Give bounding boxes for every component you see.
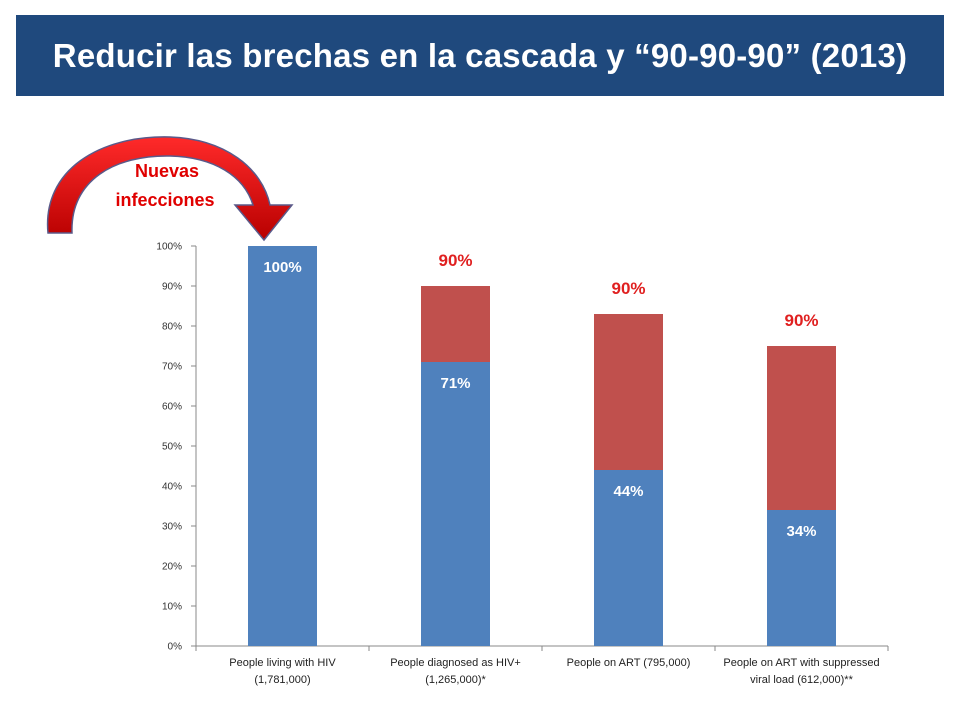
arrow-label-line2: infecciones	[115, 190, 214, 210]
y-tick-label: 100%	[156, 242, 182, 253]
chart-bars	[248, 246, 836, 646]
y-tick-label: 70%	[162, 362, 182, 373]
bar-value-label: 100%	[263, 259, 301, 276]
bar-segment-red	[421, 286, 490, 362]
bar-segment-blue	[767, 510, 836, 646]
chart-labels: 100% People living with HIV (1,781,000) 71%…	[229, 251, 879, 686]
bar-value-label: 34%	[786, 523, 816, 540]
y-tick-label: 30%	[162, 522, 182, 533]
x-category-label: People living with HIV	[229, 657, 336, 669]
bar-segment-blue	[421, 362, 490, 646]
bar-target-label: 90%	[784, 311, 818, 330]
bar-value-label: 44%	[613, 483, 643, 500]
y-tick-label: 60%	[162, 402, 182, 413]
y-tick-label: 20%	[162, 562, 182, 573]
x-category-label: People on ART (795,000)	[567, 657, 691, 669]
y-tick-label: 40%	[162, 482, 182, 493]
bar-target-label: 90%	[611, 279, 645, 298]
bar-segment-blue	[248, 246, 317, 646]
bar-segment-red	[594, 314, 663, 470]
bar-segment-red	[767, 346, 836, 510]
arrow-label-line1: Nuevas	[135, 161, 199, 181]
x-category-label: viral load (612,000)**	[750, 674, 853, 686]
title-bar: Reducir las brechas en la cascada y “90-…	[16, 15, 944, 96]
x-category-label: People diagnosed as HIV+	[390, 657, 521, 669]
y-tick-label: 10%	[162, 602, 182, 613]
curved-arrow-icon	[46, 136, 294, 242]
x-category-label: People on ART with suppressed	[723, 657, 879, 669]
bar-value-label: 71%	[440, 375, 470, 392]
bar-segment-blue	[594, 470, 663, 646]
x-category-label: (1,781,000)	[254, 674, 310, 686]
y-tick-label: 50%	[162, 442, 182, 453]
y-tick-label: 90%	[162, 282, 182, 293]
slide-title: Reducir las brechas en la cascada y “90-…	[52, 36, 908, 74]
y-tick-label: 80%	[162, 322, 182, 333]
x-category-label: (1,265,000)*	[425, 674, 486, 686]
y-tick-label: 0%	[168, 642, 183, 653]
bar-target-label: 90%	[438, 251, 472, 270]
